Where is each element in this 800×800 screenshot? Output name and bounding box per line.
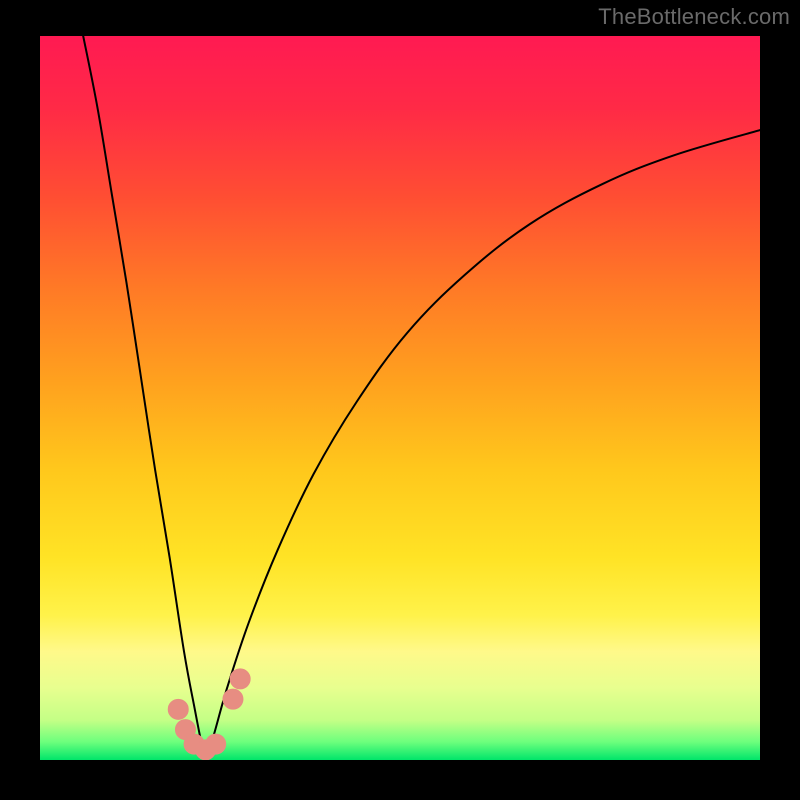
chart-plot-area — [40, 36, 760, 760]
chart-svg — [40, 36, 760, 760]
marker-point — [230, 669, 250, 689]
marker-point — [223, 689, 243, 709]
marker-point — [206, 734, 226, 754]
chart-background — [40, 36, 760, 760]
marker-point — [168, 699, 188, 719]
watermark-text: TheBottleneck.com — [598, 4, 790, 30]
